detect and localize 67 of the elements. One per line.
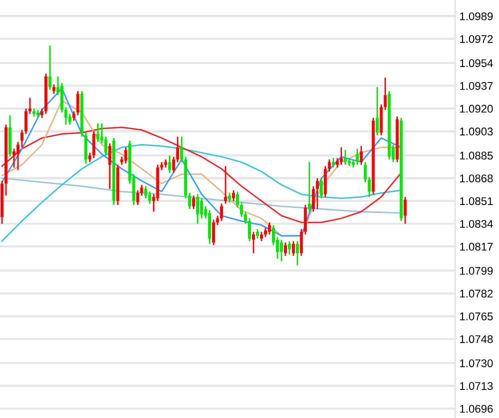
candlestick (316, 177, 319, 210)
candlestick (144, 186, 148, 199)
candlestick (20, 129, 24, 148)
y-tick-label: 1.0782 (460, 290, 493, 298)
candlestick (240, 202, 244, 218)
y-tick-label: 1.0868 (460, 174, 493, 182)
candlestick (96, 122, 100, 143)
candlestick (356, 148, 359, 166)
candlestick (12, 148, 16, 168)
candlestick (280, 239, 283, 262)
candlestick (52, 84, 56, 94)
candlestick (376, 86, 379, 136)
y-tick-label: 1.0937 (460, 82, 493, 90)
y-tick-label: 1.0730 (460, 359, 493, 368)
y-tick-label: 1.0972 (460, 35, 493, 43)
candlestick (108, 142, 112, 190)
candlestick (360, 145, 363, 166)
candlestick (404, 196, 407, 224)
y-tick-label: 1.0696 (460, 404, 493, 413)
candlestick (196, 194, 200, 224)
y-tick-label: 1.0954 (460, 59, 493, 68)
y-tick-label: 1.0799 (460, 266, 493, 275)
y-tick-label: 1.0765 (460, 312, 493, 320)
candlestick (68, 113, 72, 126)
candlestick (260, 231, 263, 242)
candlestick (252, 231, 255, 254)
candlestick (256, 228, 259, 240)
line-series (1, 126, 402, 224)
y-tick-label: 1.0748 (460, 335, 493, 344)
candlestick (284, 242, 287, 257)
candlestick (292, 240, 295, 257)
candlestick (200, 198, 204, 220)
y-tick-label: 1.0851 (460, 197, 493, 206)
candlestick (224, 165, 228, 204)
y-tick-label: 1.0885 (460, 152, 493, 160)
candlestick (344, 149, 347, 166)
candlestick (296, 240, 299, 266)
candlestick (192, 194, 196, 210)
candlestick (244, 210, 248, 224)
candlestick (168, 154, 172, 174)
candlestick (340, 146, 343, 166)
candlestick (104, 136, 108, 156)
candlestick (320, 177, 323, 199)
candlestick (248, 218, 251, 242)
line-series (1, 144, 402, 242)
candlestick (288, 240, 291, 256)
candlestick (16, 141, 20, 171)
candlestick (136, 190, 140, 206)
candlestick (48, 44, 52, 90)
y-tick-label: 1.0920 (460, 104, 493, 113)
candlestick (308, 161, 311, 212)
y-tick-label: 1.0903 (460, 128, 493, 136)
candlestick (228, 192, 232, 203)
y-tick-label: 1.0989 (460, 12, 493, 20)
candlestick (268, 222, 271, 236)
candlestick (236, 190, 240, 208)
y-tick-label: 1.0713 (460, 382, 493, 390)
candlestick (232, 190, 236, 202)
line-series (1, 177, 402, 214)
candlestick (92, 130, 96, 159)
candlestick (212, 219, 216, 246)
y-tick-label: 1.0834 (460, 220, 493, 228)
candlestick (264, 227, 267, 238)
candlestick (332, 157, 335, 168)
y-tick-label: 1.0817 (460, 242, 493, 251)
candlestick (76, 90, 80, 116)
candlestick (220, 202, 224, 222)
